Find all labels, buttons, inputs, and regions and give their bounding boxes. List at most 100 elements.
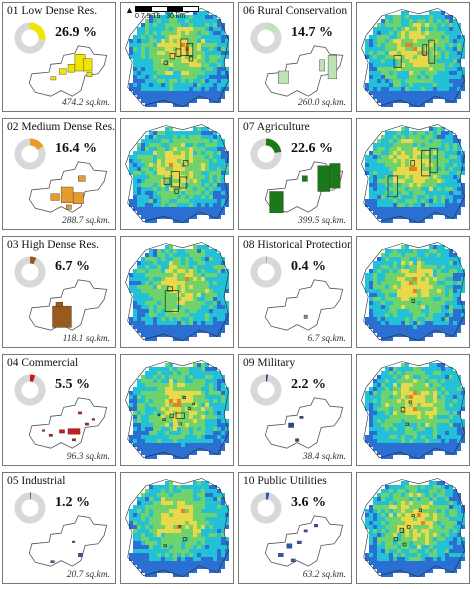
landuse-patch bbox=[78, 175, 86, 182]
landuse-patch bbox=[295, 438, 300, 442]
landuse-patch bbox=[288, 422, 294, 428]
landuse-patch bbox=[50, 193, 60, 201]
donut-slice bbox=[250, 374, 282, 406]
landuse-patch bbox=[86, 71, 93, 77]
temperature-heatmap bbox=[361, 8, 465, 108]
heatmap-panel-03 bbox=[120, 236, 234, 348]
landuse-overlay bbox=[175, 48, 182, 57]
landuse-patch bbox=[303, 529, 308, 533]
legend-panel-04: 04 Commercial 5.5 % 96.3 sq.km. bbox=[2, 354, 116, 466]
landuse-overlay bbox=[163, 544, 167, 548]
map-boundary bbox=[361, 8, 465, 108]
landuse-patch bbox=[83, 58, 93, 72]
donut-slice bbox=[250, 492, 282, 524]
area-label: 288.7 sq.km. bbox=[61, 216, 110, 226]
percent-label: 16.4 % bbox=[55, 141, 97, 156]
landuse-overlay bbox=[387, 175, 398, 198]
landuse-overlay bbox=[406, 525, 411, 529]
landuse-outline-map bbox=[28, 161, 108, 213]
landuse-outline-map bbox=[264, 515, 344, 567]
legend-panel-03: 03 High Dense Res. 6.7 % 118.1 sq.km. bbox=[2, 236, 116, 348]
landuse-patch bbox=[302, 175, 308, 182]
area-label: 474.2 sq.km. bbox=[61, 98, 110, 108]
landuse-outline-map bbox=[264, 279, 344, 331]
landuse-outline-map bbox=[28, 515, 108, 567]
temperature-heatmap bbox=[125, 478, 229, 578]
landuse-outline-map bbox=[264, 397, 344, 449]
percentage-donut bbox=[250, 22, 282, 54]
landuse-overlay bbox=[180, 38, 189, 56]
legend-panel-06: 06 Rural Conservation 14.7 % 260.0 sq.km… bbox=[238, 2, 352, 112]
panel-title: 05 Industrial bbox=[7, 475, 66, 487]
landuse-patch bbox=[42, 429, 45, 432]
landuse-overlay bbox=[411, 299, 415, 304]
area-label: 20.7 sq.km. bbox=[66, 570, 110, 580]
map-boundary bbox=[361, 242, 465, 342]
landuse-overlay bbox=[188, 56, 194, 62]
landuse-patch bbox=[91, 418, 95, 421]
map-boundary bbox=[125, 360, 229, 460]
city-boundary bbox=[28, 397, 108, 449]
donut-slice bbox=[250, 22, 282, 54]
north-arrow-icon: ▲ bbox=[125, 5, 134, 15]
landuse-overlay bbox=[422, 44, 427, 56]
landuse-overlay bbox=[163, 177, 171, 186]
landuse-patch bbox=[67, 64, 76, 73]
heatmap-panel-04 bbox=[120, 354, 234, 466]
percent-label: 3.6 % bbox=[291, 495, 326, 510]
map-boundary bbox=[125, 8, 229, 108]
landuse-patch bbox=[50, 560, 55, 564]
donut-slice bbox=[250, 138, 282, 170]
landuse-patch bbox=[269, 191, 284, 213]
map-boundary bbox=[361, 360, 465, 460]
temperature-heatmap bbox=[361, 478, 465, 578]
heatmap-panel-05 bbox=[120, 472, 234, 584]
map-boundary bbox=[125, 242, 229, 342]
city-boundary bbox=[264, 515, 344, 567]
percentage-donut bbox=[14, 138, 46, 170]
map-boundary bbox=[361, 124, 465, 224]
landuse-overlay bbox=[410, 160, 415, 167]
landuse-patch bbox=[278, 70, 289, 84]
temperature-heatmap bbox=[361, 360, 465, 460]
landuse-overlay bbox=[162, 418, 166, 422]
landuse-patch bbox=[59, 429, 65, 434]
panel-title: 06 Rural Conservation bbox=[243, 5, 348, 17]
landuse-patch bbox=[319, 59, 325, 72]
legend-panel-07: 07 Agriculture 22.6 % 399.5 sq.km. bbox=[238, 118, 352, 230]
landuse-overlay bbox=[393, 55, 402, 68]
percent-label: 2.2 % bbox=[291, 377, 326, 392]
landuse-overlay bbox=[174, 188, 179, 194]
donut-slice bbox=[14, 256, 46, 288]
landuse-overlay bbox=[411, 514, 415, 518]
temperature-heatmap bbox=[125, 8, 229, 108]
landuse-patch bbox=[317, 165, 330, 192]
landuse-patch bbox=[72, 192, 84, 204]
landuse-patch bbox=[67, 428, 81, 435]
landuse-overlay bbox=[399, 527, 404, 534]
landuse-overlay bbox=[402, 542, 407, 547]
landuse-patch bbox=[66, 204, 72, 210]
percentage-donut bbox=[250, 138, 282, 170]
heatmap-panel-07 bbox=[356, 118, 470, 230]
panel-title: 01 Low Dense Res. bbox=[7, 5, 98, 17]
landuse-overlay bbox=[178, 422, 182, 426]
landuse-overlay bbox=[400, 407, 406, 413]
landuse-patch bbox=[48, 434, 53, 437]
landuse-patch bbox=[327, 55, 337, 80]
temperature-heatmap bbox=[361, 124, 465, 224]
legend-panel-05: 05 Industrial 1.2 % 20.7 sq.km. bbox=[2, 472, 116, 584]
panel-title: 03 High Dense Res. bbox=[7, 239, 99, 251]
map-boundary bbox=[125, 124, 229, 224]
landuse-outline-map bbox=[28, 397, 108, 449]
landuse-patch bbox=[303, 314, 308, 319]
landuse-patch bbox=[59, 68, 67, 75]
landuse-overlay bbox=[187, 407, 191, 411]
landuse-outline-map bbox=[28, 45, 108, 97]
percentage-donut bbox=[14, 22, 46, 54]
legend-panel-08: 08 Historical Protection 0.4 % 6.7 sq.km… bbox=[238, 236, 352, 348]
landuse-overlay bbox=[186, 43, 194, 56]
landuse-patch bbox=[85, 422, 89, 426]
area-label: 6.7 sq.km. bbox=[307, 334, 346, 344]
legend-panel-10: 10 Public Utilities 3.6 % 63.2 sq.km. bbox=[238, 472, 352, 584]
